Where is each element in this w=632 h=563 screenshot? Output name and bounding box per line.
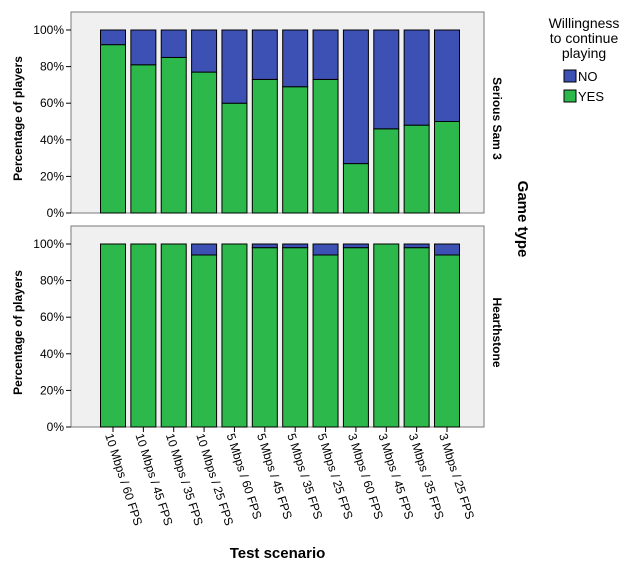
bar-yes-serious-sam-3 <box>100 44 126 214</box>
y-tick-label: 40% <box>40 133 64 147</box>
bar-yes-hearthstone <box>434 254 460 428</box>
bar-yes-hearthstone <box>130 243 157 428</box>
bar-yes-hearthstone <box>373 243 400 428</box>
bar-yes-hearthstone <box>312 254 339 428</box>
y-tick-label: 100% <box>33 237 64 251</box>
y-axis-title: Percentage of players <box>11 270 25 395</box>
bar-no-serious-sam-3 <box>160 29 187 58</box>
y-tick-label: 20% <box>40 383 64 397</box>
bar-yes-serious-sam-3 <box>373 128 400 214</box>
y-tick-label: 100% <box>33 23 64 37</box>
legend-label-no: NO <box>578 69 598 84</box>
bar-no-hearthstone <box>282 243 309 249</box>
bar-no-hearthstone <box>342 243 369 249</box>
bar-no-serious-sam-3 <box>403 29 430 126</box>
y-tick-label: 20% <box>40 169 64 183</box>
bar-no-hearthstone <box>191 243 218 256</box>
legend-title: playing <box>562 45 606 61</box>
bar-yes-serious-sam-3 <box>221 102 248 214</box>
bar-yes-hearthstone <box>342 247 369 428</box>
bar-yes-hearthstone <box>282 247 309 428</box>
bar-no-serious-sam-3 <box>342 29 369 165</box>
bar-no-hearthstone <box>312 243 339 256</box>
bar-yes-hearthstone <box>251 247 278 428</box>
bar-yes-serious-sam-3 <box>282 86 309 214</box>
legend-swatch-no <box>563 69 577 83</box>
legend-swatch-yes <box>563 89 577 103</box>
bar-no-serious-sam-3 <box>282 29 309 88</box>
bar-no-hearthstone <box>251 243 278 249</box>
bar-yes-serious-sam-3 <box>251 78 278 214</box>
y-tick-label: 60% <box>40 96 64 110</box>
y-axis-title: Percentage of players <box>11 56 25 181</box>
facet-label: Serious Sam 3 <box>490 77 504 160</box>
bar-no-serious-sam-3 <box>100 29 126 46</box>
bar-yes-serious-sam-3 <box>434 121 460 214</box>
y-tick-label: 60% <box>40 310 64 324</box>
facet-title: Game type <box>514 181 531 258</box>
bar-yes-serious-sam-3 <box>191 71 218 214</box>
bar-no-serious-sam-3 <box>251 29 278 80</box>
y-tick-label: 0% <box>47 420 65 434</box>
bar-yes-serious-sam-3 <box>403 124 430 214</box>
bar-no-serious-sam-3 <box>130 29 157 66</box>
bar-yes-serious-sam-3 <box>312 78 339 214</box>
legend-title: Willingness <box>549 15 620 31</box>
x-axis-title: Test scenario <box>230 545 326 562</box>
bar-no-serious-sam-3 <box>373 29 400 130</box>
bar-yes-serious-sam-3 <box>160 56 187 214</box>
bar-no-serious-sam-3 <box>191 29 218 73</box>
bar-no-serious-sam-3 <box>221 29 248 104</box>
bar-no-serious-sam-3 <box>434 29 460 122</box>
y-tick-label: 0% <box>47 206 65 220</box>
bar-yes-hearthstone <box>403 247 430 428</box>
legend-title: to continue <box>550 30 619 46</box>
bar-no-hearthstone <box>434 243 460 256</box>
bar-yes-hearthstone <box>191 254 218 428</box>
bar-yes-hearthstone <box>221 243 248 428</box>
legend-label-yes: YES <box>578 89 604 104</box>
y-tick-label: 40% <box>40 347 64 361</box>
bar-yes-hearthstone <box>160 243 187 428</box>
bar-yes-serious-sam-3 <box>342 163 369 214</box>
bar-no-serious-sam-3 <box>312 29 339 80</box>
facet-label: Hearthstone <box>490 297 504 367</box>
bar-yes-hearthstone <box>100 243 126 428</box>
y-tick-label: 80% <box>40 60 64 74</box>
bar-yes-serious-sam-3 <box>130 64 157 214</box>
y-tick-label: 80% <box>40 274 64 288</box>
bar-no-hearthstone <box>403 243 430 249</box>
